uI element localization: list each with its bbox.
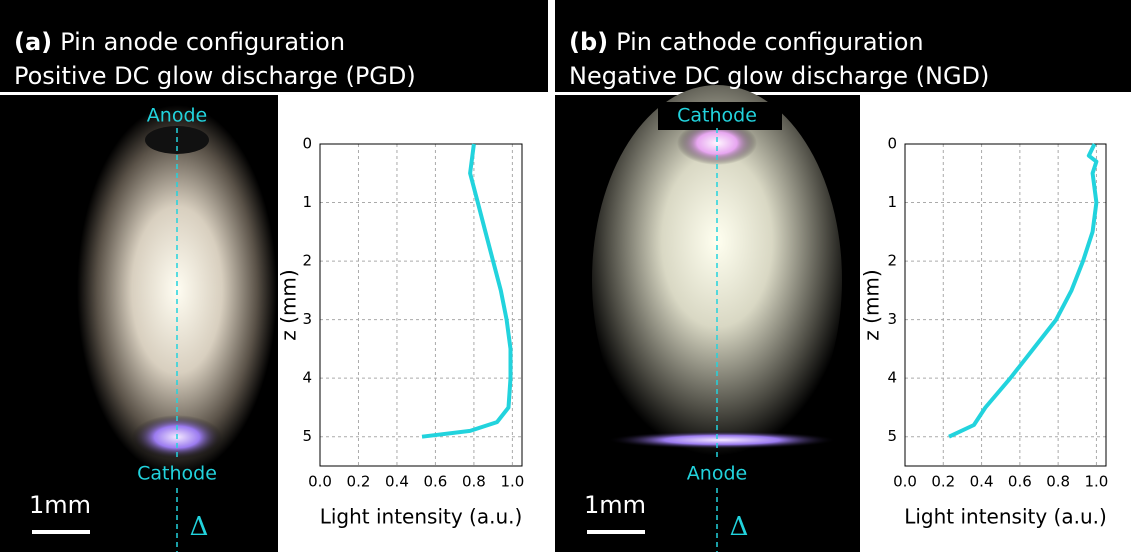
y-tick-label: 3 [887, 310, 897, 328]
separator [555, 92, 1131, 95]
x-tick-label: 0.8 [1046, 473, 1070, 491]
electrode-label: Cathode [137, 463, 217, 485]
y-tick-label: 5 [302, 427, 312, 445]
figure: (a) Pin anode configuration Positive DC gl… [0, 0, 1131, 552]
y-tick-label: 1 [302, 193, 312, 211]
x-tick-label: 0.0 [893, 473, 917, 491]
panel-title: Pin anode configuration [60, 28, 345, 56]
scale-bar-label: 1mm [584, 491, 646, 519]
y-tick-label: 2 [887, 252, 897, 270]
x-tick-label: 0.8 [462, 473, 486, 491]
x-tick-label: 0.2 [931, 473, 955, 491]
x-tick-label: 1.0 [1084, 473, 1108, 491]
x-tick-label: 0.6 [423, 473, 447, 491]
y-tick-label: 1 [887, 193, 897, 211]
axis-symbol: Δ [730, 512, 749, 542]
x-tick-label: 1.0 [500, 473, 524, 491]
y-tick-label: 5 [887, 427, 897, 445]
y-tick-label: 4 [887, 369, 897, 387]
separator [0, 92, 548, 95]
panel-label: (a) [14, 28, 52, 56]
electrode-label: Cathode [677, 105, 757, 127]
anode-glow [607, 431, 837, 449]
y-tick-label: 0 [887, 135, 897, 153]
panel-subtitle: Positive DC glow discharge (PGD) [14, 62, 416, 90]
y-axis-label: z (mm) [277, 269, 301, 340]
x-tick-label: 0.0 [308, 473, 332, 491]
y-axis-label: z (mm) [860, 269, 884, 340]
electrode-label: Anode [687, 463, 747, 485]
y-tick-label: 0 [302, 135, 312, 153]
x-tick-label: 0.6 [1008, 473, 1032, 491]
electrode-label: Anode [147, 105, 207, 127]
scale-bar-label: 1mm [29, 491, 91, 519]
panel-subtitle: Negative DC glow discharge (NGD) [569, 62, 989, 90]
x-tick-label: 0.4 [385, 473, 409, 491]
x-tick-label: 0.2 [347, 473, 371, 491]
axis-symbol: Δ [190, 512, 209, 542]
x-axis-label: Light intensity (a.u.) [904, 505, 1107, 529]
x-tick-label: 0.4 [970, 473, 994, 491]
y-tick-label: 2 [302, 252, 312, 270]
x-axis-label: Light intensity (a.u.) [320, 505, 523, 529]
y-tick-label: 3 [302, 310, 312, 328]
panel-label: (b) [569, 28, 608, 56]
y-tick-label: 4 [302, 369, 312, 387]
panel-title: Pin cathode configuration [616, 28, 924, 56]
